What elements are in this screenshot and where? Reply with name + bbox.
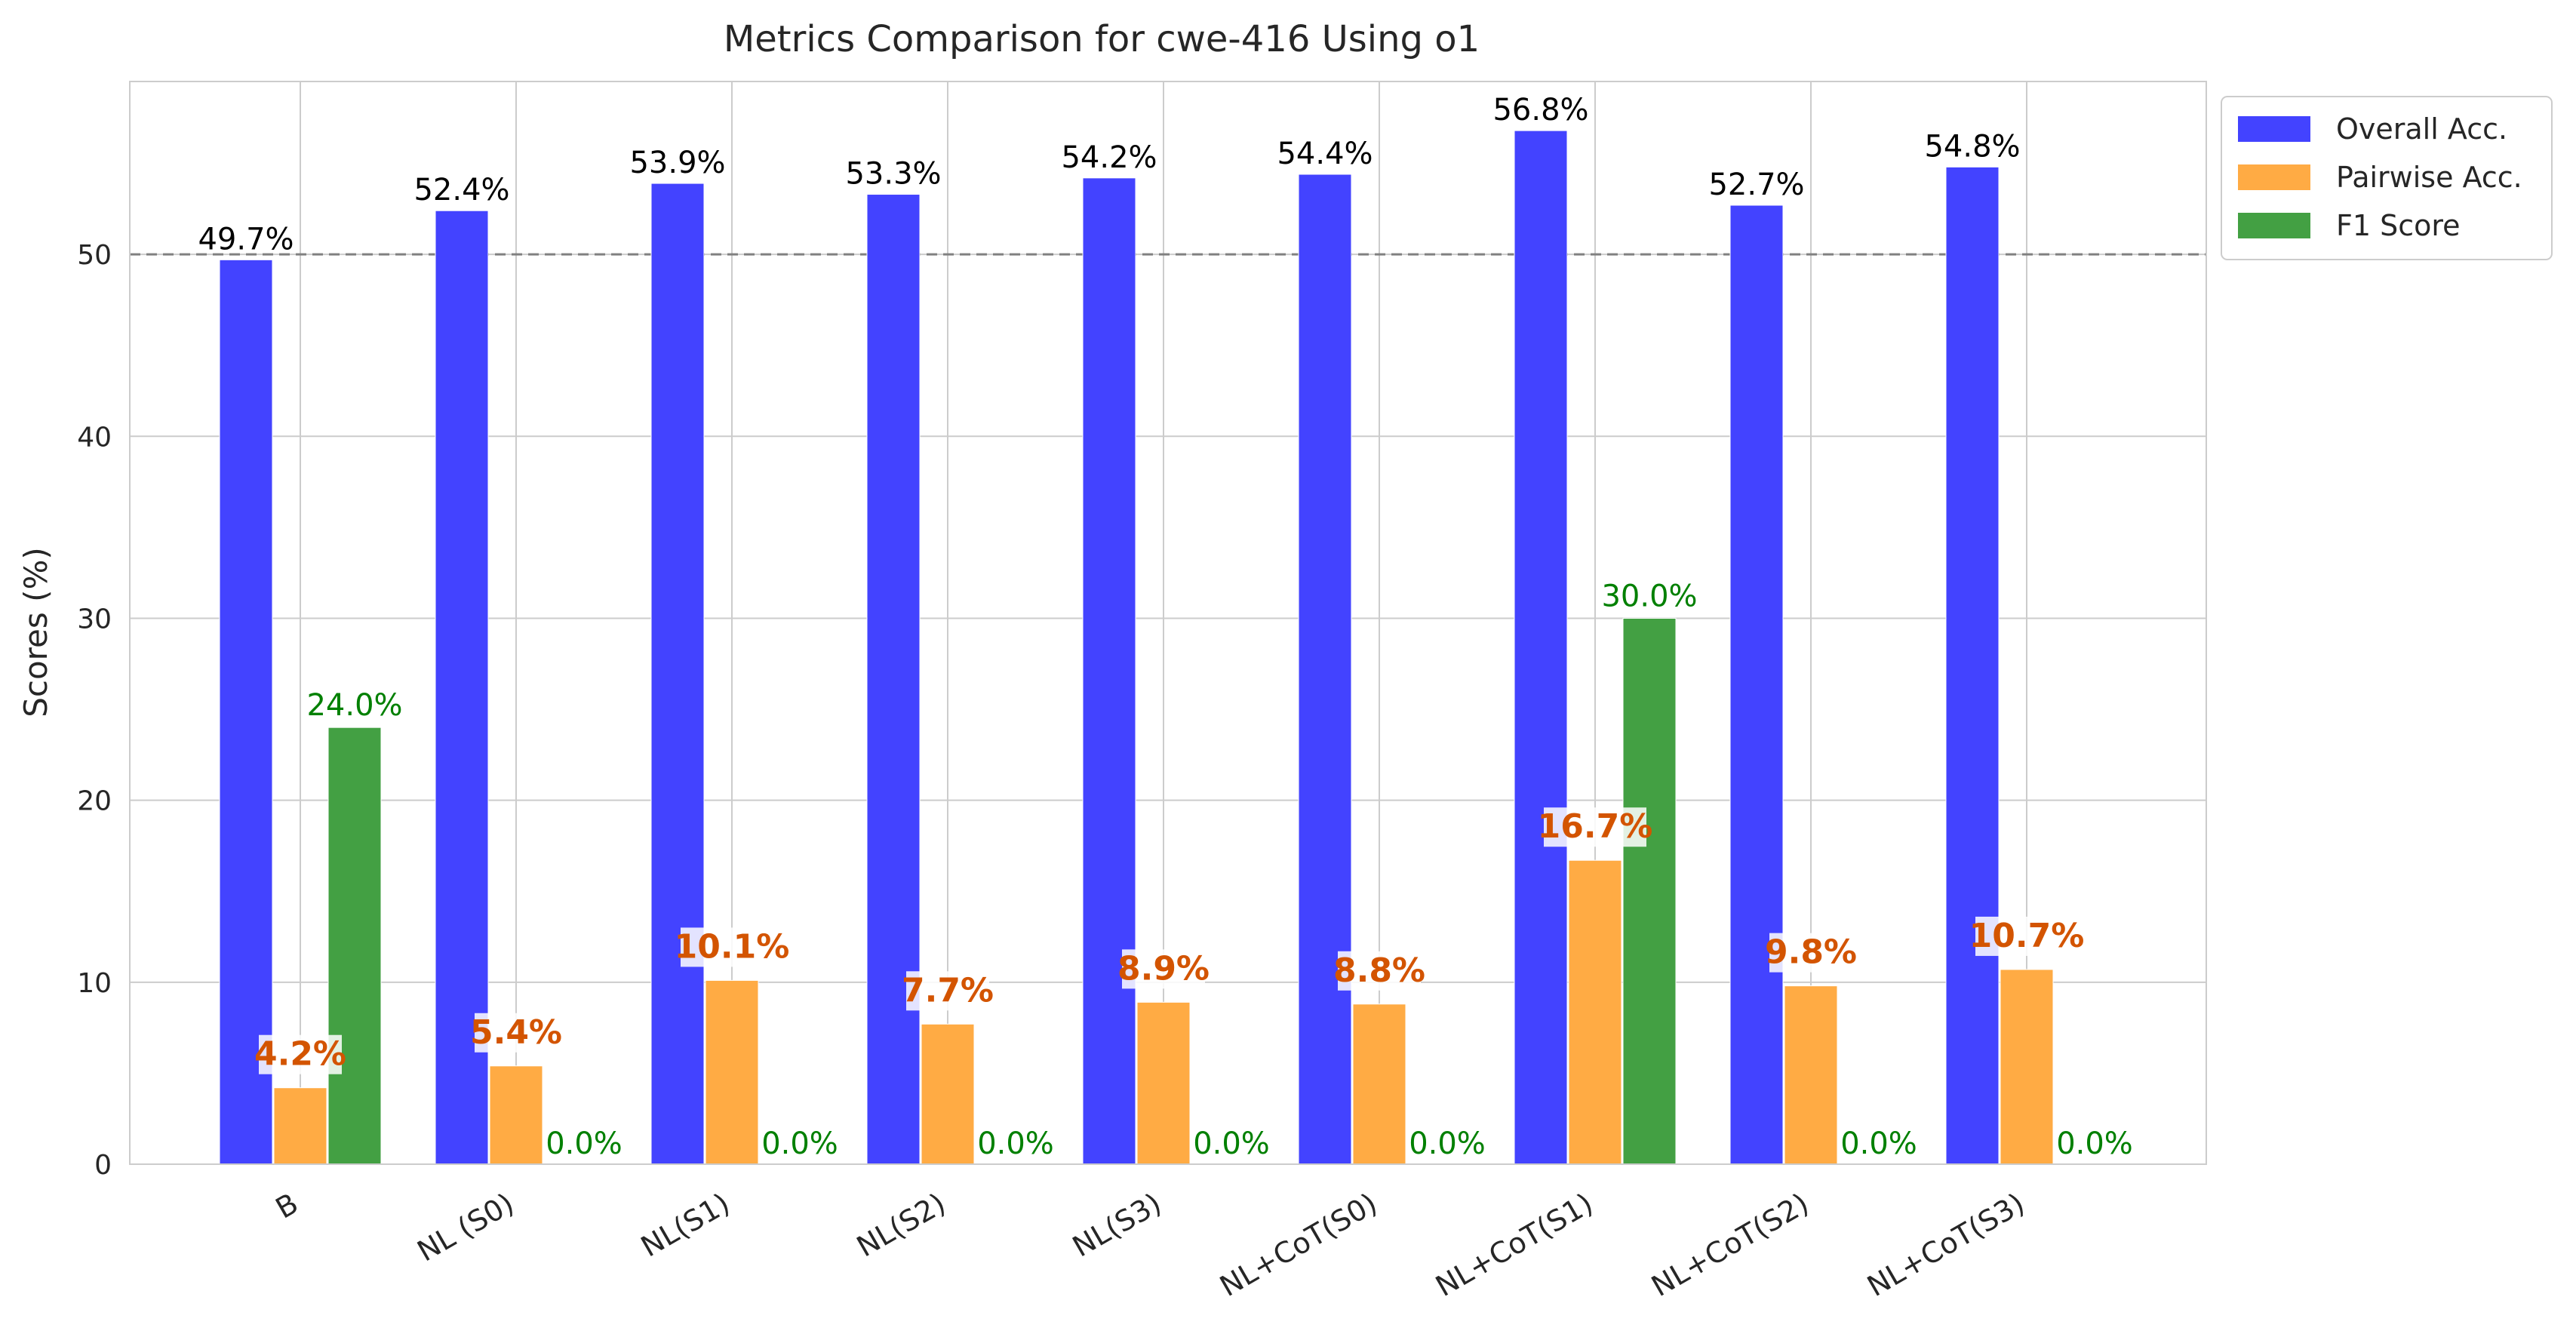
bar bbox=[1622, 617, 1677, 1165]
data-label: 9.8% bbox=[1765, 933, 1857, 972]
legend-swatch bbox=[2238, 116, 2310, 142]
bar bbox=[1298, 174, 1352, 1165]
data-label: 52.4% bbox=[413, 173, 509, 207]
legend: Overall Acc. Pairwise Acc. F1 Score bbox=[2221, 96, 2553, 260]
bar bbox=[1136, 1001, 1191, 1165]
data-label: 0.0% bbox=[1840, 1126, 1917, 1161]
data-label: 5.4% bbox=[470, 1013, 562, 1052]
data-label: 0.0% bbox=[1409, 1126, 1486, 1161]
bar bbox=[1352, 1003, 1406, 1165]
y-tick-label: 50 bbox=[77, 240, 112, 271]
data-label: 53.3% bbox=[845, 157, 941, 192]
bar bbox=[1945, 166, 2000, 1165]
y-tick-label: 10 bbox=[77, 968, 112, 999]
data-label-box bbox=[475, 1013, 558, 1053]
bar bbox=[2000, 969, 2054, 1165]
data-label-box bbox=[1122, 949, 1205, 989]
data-label: 7.7% bbox=[902, 971, 994, 1010]
data-label: 0.0% bbox=[2056, 1126, 2133, 1161]
y-axis-label: Scores (%) bbox=[17, 547, 54, 718]
bar bbox=[1784, 985, 1838, 1165]
data-label: 0.0% bbox=[761, 1126, 838, 1161]
data-label: 8.9% bbox=[1117, 949, 1210, 988]
data-label: 4.2% bbox=[254, 1035, 346, 1074]
chart-title: Metrics Comparison for cwe-416 Using o1 bbox=[724, 18, 1480, 60]
data-label: 52.7% bbox=[1708, 168, 1804, 202]
y-tick-label: 0 bbox=[94, 1150, 112, 1181]
legend-label: Pairwise Acc. bbox=[2336, 161, 2522, 194]
plot-frame bbox=[129, 81, 2207, 1165]
bar bbox=[705, 979, 759, 1165]
bar bbox=[1082, 177, 1136, 1165]
data-label-box bbox=[1338, 951, 1421, 991]
y-tick-label: 30 bbox=[77, 604, 112, 635]
bar bbox=[1514, 130, 1568, 1165]
bar bbox=[435, 210, 489, 1165]
y-tick-label: 20 bbox=[77, 786, 112, 817]
data-label: 56.8% bbox=[1492, 93, 1588, 128]
bar bbox=[327, 727, 382, 1165]
data-label: 16.7% bbox=[1538, 807, 1653, 846]
data-label: 8.8% bbox=[1333, 951, 1425, 990]
bar bbox=[866, 194, 921, 1165]
bar bbox=[273, 1087, 327, 1165]
data-label: 54.2% bbox=[1061, 140, 1157, 175]
bar bbox=[1568, 859, 1622, 1165]
y-tick-label: 40 bbox=[77, 422, 112, 453]
data-label: 0.0% bbox=[546, 1126, 622, 1161]
data-label: 53.9% bbox=[629, 146, 725, 180]
data-label: 10.7% bbox=[1969, 917, 2085, 955]
data-label: 24.0% bbox=[306, 688, 402, 723]
data-label: 54.4% bbox=[1277, 137, 1373, 171]
data-label-box bbox=[1975, 916, 2078, 956]
data-label: 10.1% bbox=[675, 927, 790, 966]
bars-layer bbox=[219, 130, 2054, 1165]
legend-label: F1 Score bbox=[2336, 209, 2461, 242]
data-label: 0.0% bbox=[1193, 1126, 1270, 1161]
bar bbox=[489, 1065, 543, 1165]
bar bbox=[219, 259, 273, 1165]
bar bbox=[1729, 204, 1784, 1165]
bar bbox=[650, 183, 705, 1165]
data-label-box bbox=[681, 927, 783, 967]
data-label: 49.7% bbox=[198, 222, 294, 257]
legend-swatch bbox=[2238, 213, 2310, 238]
data-label: 54.8% bbox=[1924, 129, 2020, 164]
data-label-box bbox=[259, 1034, 342, 1074]
bar bbox=[921, 1023, 975, 1165]
legend-swatch bbox=[2238, 164, 2310, 190]
legend-label: Overall Acc. bbox=[2336, 112, 2507, 146]
data-label-box bbox=[1769, 933, 1852, 973]
data-label-box bbox=[1544, 807, 1646, 847]
data-label: 30.0% bbox=[1601, 579, 1697, 613]
data-label-box bbox=[906, 971, 989, 1011]
value-labels-layer: 49.7% 52.4% 53.9% 53.3% 54.2% 54.4% 56.8% 52.7%… bbox=[198, 93, 2132, 1161]
data-label: 0.0% bbox=[977, 1126, 1054, 1161]
